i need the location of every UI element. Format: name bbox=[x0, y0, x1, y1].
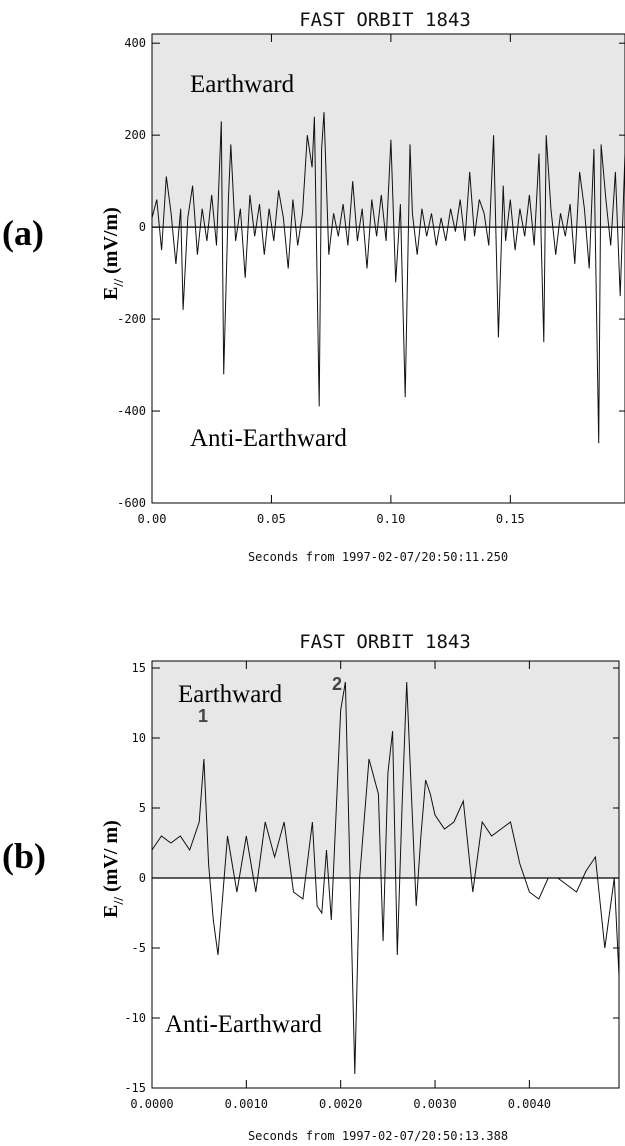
chart-panel-b: (b) FAST ORBIT 1843 15 10 5 0 -5 -10 -15 0.0000… bbox=[2, 631, 620, 1143]
chart-b-annotation-1: 1 bbox=[198, 706, 208, 726]
chart-b-y-tick-label: 15 bbox=[132, 661, 146, 675]
chart-b-x-tick-label: 0.0020 bbox=[319, 1097, 362, 1111]
chart-a-y-tick-label: -600 bbox=[117, 496, 146, 510]
chart-b-plot-frame bbox=[151, 660, 620, 1089]
chart-a-y-tick-label: 200 bbox=[124, 128, 146, 142]
chart-a-anti-earthward-label: Anti-Earthward bbox=[190, 425, 347, 452]
chart-b-x-axis-label: Seconds from 1997-02-07/20:50:13.388 bbox=[248, 1129, 508, 1143]
chart-a-x-axis-label: Seconds from 1997-02-07/20:50:11.250 bbox=[248, 550, 508, 564]
chart-b-earthward-label: Earthward bbox=[178, 681, 283, 708]
chart-b-ticks: 15 10 5 0 -5 -10 -15 0.0000 0.0010 0.0020 0.0030 0.… bbox=[124, 661, 619, 1111]
chart-a-x-tick-label: 0.15 bbox=[496, 512, 525, 526]
panel-label-a: (a) bbox=[2, 213, 44, 253]
chart-a-y-tick-label: 400 bbox=[124, 36, 146, 50]
chart-a-x-tick-label: 0.10 bbox=[376, 512, 405, 526]
chart-a-y-tick-label: -200 bbox=[117, 312, 146, 326]
chart-a-plot-frame bbox=[151, 33, 625, 504]
chart-a-series-line bbox=[151, 112, 625, 444]
chart-a-y-tick-label: 0 bbox=[139, 220, 146, 234]
chart-b-title: FAST ORBIT 1843 bbox=[299, 631, 471, 653]
chart-b-y-tick-label: -5 bbox=[132, 941, 146, 955]
chart-b-y-axis-label: E// (mV/ m) bbox=[100, 820, 127, 918]
chart-a-x-tick-label: 0.00 bbox=[138, 512, 167, 526]
chart-b-annotation-2: 2 bbox=[332, 674, 342, 694]
chart-b-series-line bbox=[151, 681, 620, 1075]
chart-panel-a: (a) FAST ORBIT 1843 400 200 0 -200 -400 -600 0… bbox=[2, 9, 625, 564]
chart-a-y-tick-label: -400 bbox=[117, 404, 146, 418]
chart-b-y-tick-label: 10 bbox=[132, 731, 146, 745]
panel-label-b: (b) bbox=[2, 836, 46, 876]
chart-a-x-tick-label: 0.05 bbox=[257, 512, 286, 526]
chart-a-y-axis-label: E// (mV/m) bbox=[100, 207, 127, 300]
chart-a-earthward-label: Earthward bbox=[190, 71, 295, 98]
chart-b-y-tick-label: -10 bbox=[124, 1011, 146, 1025]
chart-a-ticks: 400 200 0 -200 -400 -600 0.00 0.05 0.10 0.15 bbox=[117, 34, 625, 526]
chart-b-x-tick-label: 0.0040 bbox=[508, 1097, 551, 1111]
chart-a-title: FAST ORBIT 1843 bbox=[299, 9, 471, 31]
chart-b-x-tick-label: 0.0030 bbox=[413, 1097, 456, 1111]
chart-b-y-tick-label: -15 bbox=[124, 1081, 146, 1095]
chart-b-y-tick-label: 5 bbox=[139, 801, 146, 815]
chart-b-y-tick-label: 0 bbox=[139, 871, 146, 885]
chart-b-x-tick-label: 0.0000 bbox=[130, 1097, 173, 1111]
chart-b-anti-earthward-label: Anti-Earthward bbox=[165, 1011, 322, 1038]
chart-b-x-tick-label: 0.0010 bbox=[225, 1097, 268, 1111]
